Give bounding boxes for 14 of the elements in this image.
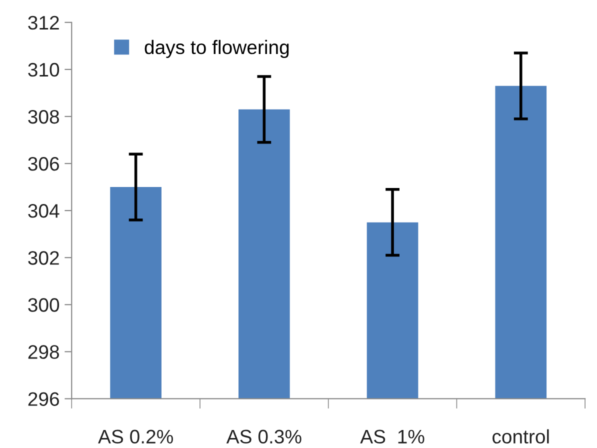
y-tick-label: 304 (28, 204, 60, 218)
legend-label: days to flowering (144, 40, 289, 58)
y-tick-label: 302 (28, 251, 59, 265)
y-tick-label: 296 (28, 392, 59, 406)
y-tick-label: 306 (28, 156, 59, 171)
y-tick-label: 308 (28, 110, 59, 124)
x-tick-label: AS 1% (360, 430, 424, 444)
y-tick-label: 310 (28, 62, 60, 77)
x-tick-label: AS 0.3% (226, 430, 302, 444)
y-tick-label: 300 (28, 298, 60, 312)
x-tick-label: control (492, 429, 549, 444)
y-tick-label: 298 (28, 345, 59, 359)
y-tick-label: 312 (28, 16, 59, 30)
x-tick-label: AS 0.2% (98, 430, 173, 444)
